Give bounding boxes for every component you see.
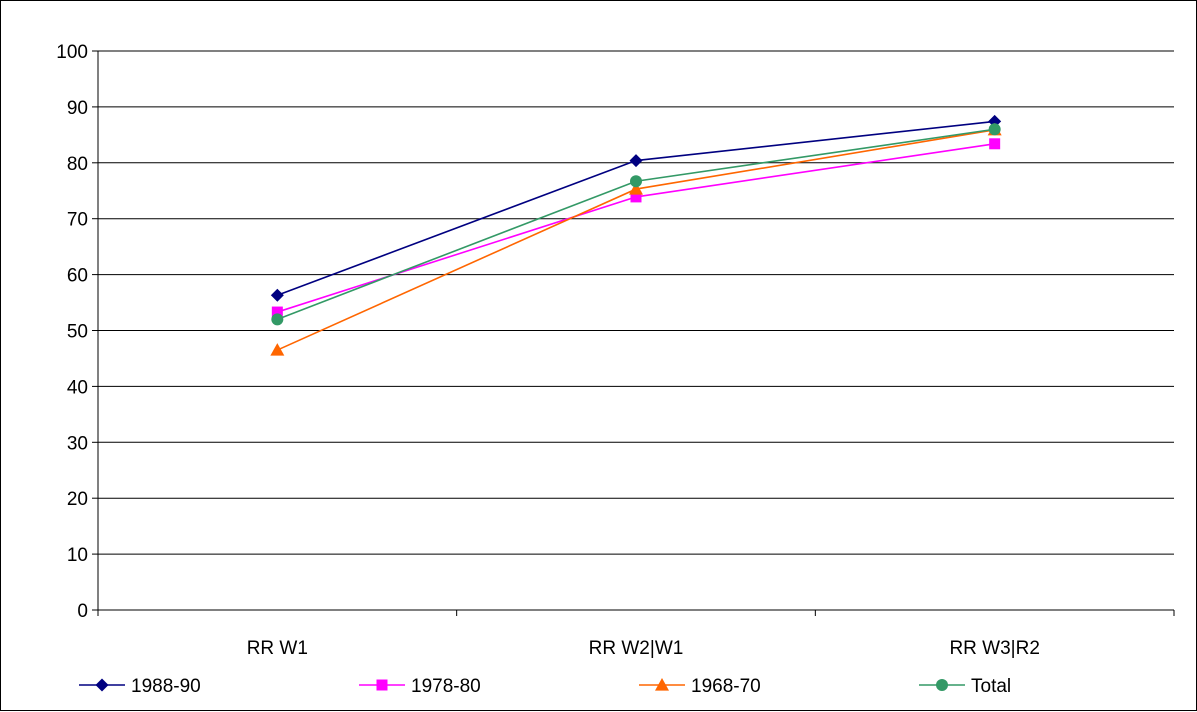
y-tick-label: 30 bbox=[67, 433, 88, 454]
series-Total bbox=[271, 123, 1001, 326]
y-tick-label: 50 bbox=[67, 322, 88, 343]
legend-marker bbox=[655, 678, 669, 691]
y-tick-label: 90 bbox=[67, 98, 88, 119]
legend-item: 1968-70 bbox=[639, 676, 761, 697]
legend-item: Total bbox=[919, 676, 1011, 697]
legend: 1988-90 1978-80 1968-70 Total bbox=[79, 676, 1011, 697]
legend-label: 1988-90 bbox=[131, 676, 201, 697]
data-point bbox=[988, 123, 1001, 136]
series-line bbox=[277, 143, 995, 313]
legend-label: 1978-80 bbox=[411, 676, 481, 697]
y-tick-label: 40 bbox=[67, 377, 88, 398]
series-1988-90 bbox=[270, 114, 1002, 302]
axes: 0 10 20 30 40 50 60 70 80 90 100 RR W1 RR W2|W1 RR W3… bbox=[56, 42, 1175, 659]
x-tick-label: RR W2|W1 bbox=[589, 638, 684, 659]
series-lines bbox=[270, 114, 1002, 356]
data-point bbox=[630, 191, 642, 203]
legend-marker bbox=[376, 679, 388, 691]
legend-label: 1968-70 bbox=[691, 676, 761, 697]
y-tick-label: 70 bbox=[67, 210, 88, 231]
y-tick-label: 20 bbox=[67, 489, 88, 510]
legend-label: Total bbox=[971, 676, 1011, 697]
data-point bbox=[270, 343, 285, 356]
data-point bbox=[270, 288, 284, 302]
data-point bbox=[989, 138, 1001, 150]
legend-marker bbox=[95, 678, 109, 692]
legend-item: 1978-80 bbox=[359, 676, 481, 697]
legend-item: 1988-90 bbox=[79, 676, 201, 697]
y-tick-label: 100 bbox=[56, 42, 88, 63]
gridlines bbox=[98, 50, 1174, 555]
legend-marker bbox=[936, 679, 948, 691]
data-point bbox=[271, 313, 284, 326]
data-point bbox=[271, 306, 283, 318]
data-point bbox=[629, 182, 643, 195]
y-tick-label: 0 bbox=[77, 601, 88, 622]
data-point bbox=[629, 154, 643, 168]
y-tick-label: 10 bbox=[67, 545, 88, 566]
x-tick-label: RR W3|R2 bbox=[949, 638, 1039, 659]
data-point bbox=[630, 175, 642, 188]
y-tick-label: 80 bbox=[67, 154, 88, 175]
x-tick-label: RR W1 bbox=[247, 638, 308, 659]
y-tick-label: 60 bbox=[67, 266, 88, 287]
